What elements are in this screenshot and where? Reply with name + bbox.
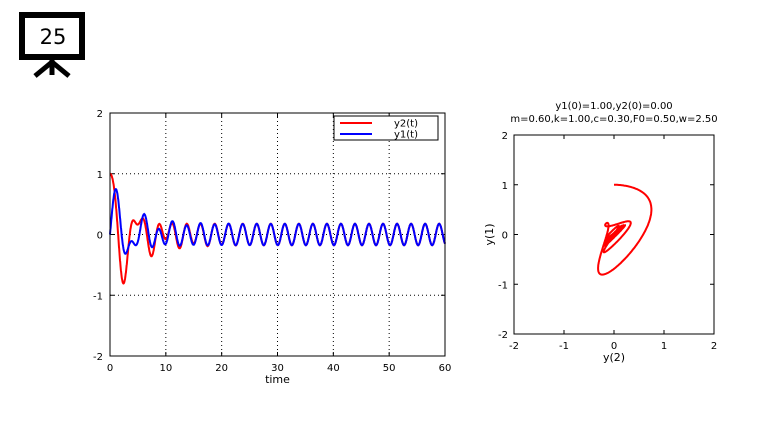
- phase-y-axis-title: y(1): [483, 223, 496, 245]
- phase-x-axis-title: y(2): [603, 351, 625, 364]
- phase-title-line2: m=0.60,k=1.00,c=0.30,F0=0.50,w=2.50: [510, 114, 717, 125]
- phase-y-tick-label: 2: [502, 131, 508, 142]
- y-tick-label: 0: [97, 231, 103, 242]
- x-tick-label: 30: [271, 363, 284, 374]
- slide-number: 25: [39, 25, 67, 49]
- x-tick-label: 10: [159, 363, 172, 374]
- phase-x-tick-label: -2: [509, 341, 519, 352]
- phase-y-tick-label: 1: [502, 181, 508, 192]
- phase-y-tick-label: -2: [498, 330, 508, 341]
- x-tick-label: 0: [107, 363, 113, 374]
- series-line-y1: [109, 188, 446, 255]
- plot-frame-timeseries: [109, 112, 446, 357]
- legend-box: [333, 115, 439, 141]
- y-tick-label: -2: [93, 352, 103, 363]
- y-tick-label: 2: [97, 109, 103, 120]
- y-tick-label: 1: [97, 170, 103, 181]
- phase-x-tick-label: 0: [611, 341, 617, 352]
- x-tick-label: 60: [439, 363, 452, 374]
- y-tick-label: -1: [93, 291, 103, 302]
- presentation-board-icon: [19, 12, 85, 78]
- x-axis-title: time: [265, 373, 290, 386]
- x-tick-label: 20: [215, 363, 228, 374]
- plot-frame-phase: [513, 134, 715, 335]
- phase-x-tick-label: 2: [711, 341, 717, 352]
- slide-number-badge: 25: [18, 12, 88, 78]
- phase-trajectory: [597, 183, 653, 276]
- phase-x-tick-label: 1: [661, 341, 667, 352]
- phase-y-tick-label: 0: [502, 231, 508, 242]
- phase-y-tick-label: -1: [498, 280, 508, 291]
- phase-title-line1: y1(0)=1.00,y2(0)=0.00: [555, 101, 672, 112]
- x-tick-label: 40: [327, 363, 340, 374]
- legend-label: y2(t): [394, 119, 418, 130]
- phase-x-tick-label: -1: [559, 341, 569, 352]
- legend-label: y1(t): [394, 130, 418, 141]
- x-tick-label: 50: [383, 363, 396, 374]
